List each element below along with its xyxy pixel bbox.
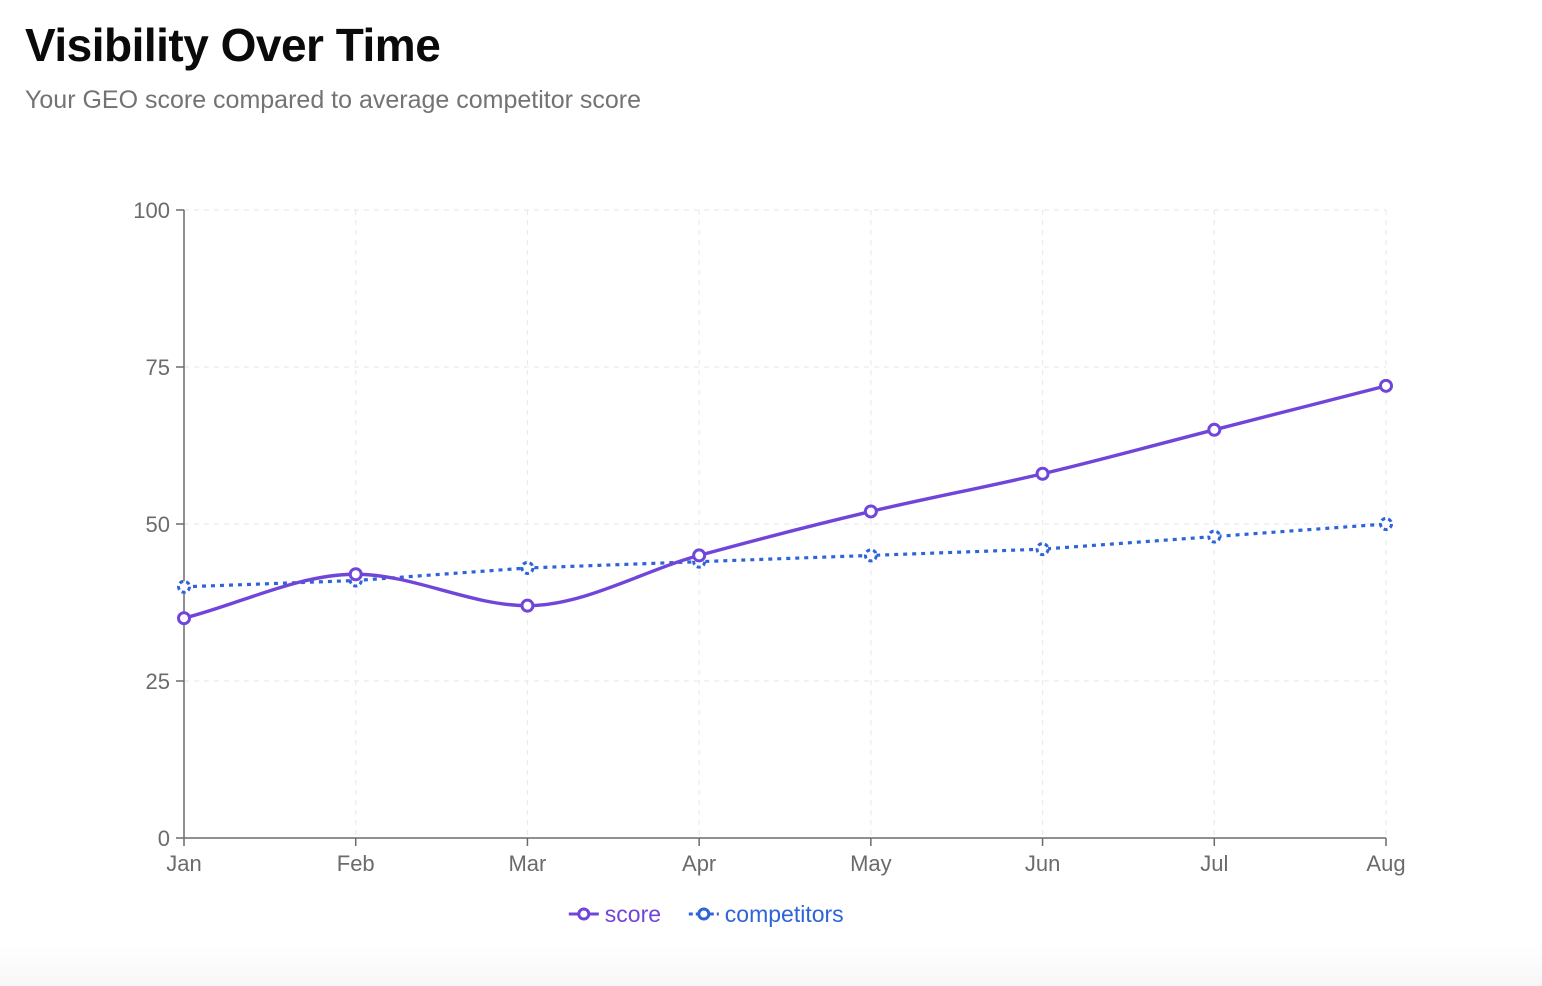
legend-marker-icon <box>697 907 711 921</box>
data-point-competitors[interactable] <box>177 579 191 594</box>
data-point-score[interactable] <box>863 504 878 519</box>
data-point-score[interactable] <box>1379 378 1393 393</box>
x-tick-label: May <box>850 851 892 876</box>
data-point-score[interactable] <box>520 598 535 613</box>
data-point-score[interactable] <box>692 548 707 563</box>
data-point-competitors[interactable] <box>1207 529 1222 544</box>
page-subtitle: Your GEO score compared to average compe… <box>25 86 642 114</box>
legend-item-score[interactable]: score <box>568 901 661 927</box>
x-tick-label: Jan <box>166 851 201 876</box>
data-point-score[interactable] <box>348 567 363 582</box>
legend-item-competitors[interactable]: competitors <box>688 901 844 927</box>
y-tick-label: 75 <box>146 355 170 380</box>
series-line-competitors <box>183 522 1387 589</box>
grid-lines <box>184 209 1387 838</box>
page-title: Visibility Over Time <box>25 19 441 71</box>
legend: score competitors <box>568 901 844 927</box>
x-tick-label: Jun <box>1025 851 1060 876</box>
x-tick-label: Feb <box>337 851 375 876</box>
x-tick-label: Jul <box>1200 851 1228 876</box>
x-tick-label: Mar <box>508 851 546 876</box>
data-point-competitors[interactable] <box>520 560 535 575</box>
y-tick-label: 25 <box>146 669 170 694</box>
data-point-score[interactable] <box>1207 422 1222 437</box>
y-tick-label: 100 <box>133 198 170 223</box>
legend-label: competitors <box>725 901 844 927</box>
axes: 0 25 50 75 100 Jan Feb Mar Apr May Jun Jul Aug <box>133 198 1405 876</box>
y-tick-label: 0 <box>158 826 170 851</box>
bottom-fade <box>0 946 1542 986</box>
legend-label: score <box>605 901 661 927</box>
data-point-competitors[interactable] <box>1379 517 1393 531</box>
data-points <box>177 378 1393 626</box>
x-tick-label: Apr <box>682 851 716 876</box>
data-point-competitors[interactable] <box>1035 542 1050 557</box>
data-point-score[interactable] <box>177 611 191 626</box>
series-line-score <box>182 384 1388 620</box>
x-tick-label: Aug <box>1366 851 1405 876</box>
data-point-competitors[interactable] <box>863 548 878 563</box>
legend-marker-icon <box>577 907 591 921</box>
y-tick-label: 50 <box>146 512 170 537</box>
series-lines <box>182 384 1388 620</box>
data-point-score[interactable] <box>1035 466 1050 481</box>
